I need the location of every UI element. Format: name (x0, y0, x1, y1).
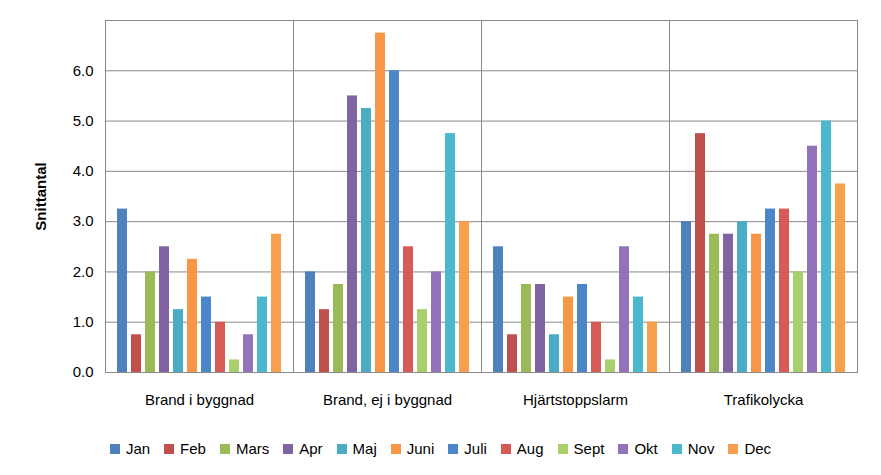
svg-text:4.0: 4.0 (73, 162, 94, 179)
svg-text:Trafikolycka: Trafikolycka (724, 391, 804, 408)
svg-text:5.0: 5.0 (73, 112, 94, 129)
svg-text:Brand i byggnad: Brand i byggnad (145, 391, 254, 408)
html-text:Jan: Jan (125, 440, 151, 457)
svg-text:0.0: 0.0 (73, 363, 94, 380)
html-text:Juli: Juli (464, 440, 487, 457)
html-text:Juni: Juni (406, 440, 435, 457)
html-text:Feb: Feb (180, 440, 206, 457)
svg-text:Hjärtstoppslarm: Hjärtstoppslarm (523, 391, 628, 408)
html-text:Apr: Apr (299, 440, 323, 457)
html-text:Nov: Nov (687, 440, 715, 457)
svg-text:6.0: 6.0 (73, 62, 94, 79)
html-text:Sept: Sept (573, 440, 605, 457)
html-text:Maj: Maj (352, 440, 377, 457)
html-text:Dec: Dec (744, 440, 772, 457)
svg-text:3.0: 3.0 (73, 212, 94, 229)
svg-text:Brand, ej i byggnad: Brand, ej i byggnad (323, 391, 452, 408)
svg-text:2.0: 2.0 (73, 263, 94, 280)
html-text:Aug: Aug (516, 440, 544, 457)
svg-text:Snittantal: Snittantal (32, 162, 49, 230)
svg-text:1.0: 1.0 (73, 313, 94, 330)
html-text:Okt: Okt (634, 440, 658, 457)
html-text:Mars: Mars (235, 440, 270, 457)
